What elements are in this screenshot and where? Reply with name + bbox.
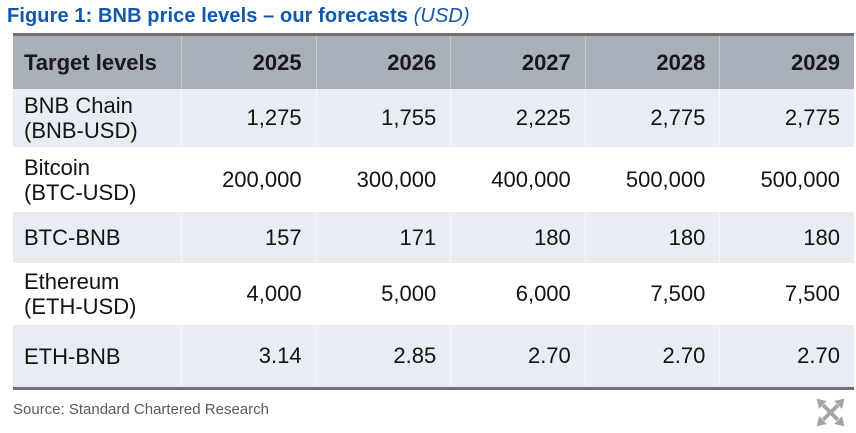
header-cell-2028: 2028	[584, 36, 720, 89]
cell-value: 500,000	[584, 147, 720, 212]
table-row-bnb-chain: BNB Chain (BNB-USD) 1,275 1,755 2,225 2,…	[13, 89, 854, 147]
expand-button[interactable]	[815, 398, 846, 427]
cell-value: 3.14	[181, 325, 316, 387]
source-note: Source: Standard Chartered Research	[13, 401, 269, 418]
cell-value: 400,000	[450, 147, 585, 212]
cell-value: 157	[181, 212, 316, 263]
forecast-table: Target levels 2025 2026 2027 2028 2029 B…	[13, 33, 854, 390]
expand-arrows-icon	[815, 398, 846, 427]
cell-value: 500,000	[719, 147, 854, 212]
cell-value: 2.70	[450, 325, 585, 387]
cell-value: 2,775	[719, 89, 854, 147]
cell-value: 7,500	[719, 263, 854, 325]
cell-value: 180	[719, 212, 854, 263]
cell-value: 2.70	[584, 325, 720, 387]
cell-value: 2,775	[584, 89, 720, 147]
header-cell-2025: 2025	[181, 36, 316, 89]
row-label: BNB Chain (BNB-USD)	[24, 93, 138, 143]
cell-value: 180	[584, 212, 720, 263]
cell-value: 2,225	[450, 89, 585, 147]
header-cell-2029: 2029	[719, 36, 854, 89]
cell-value: 7,500	[584, 263, 720, 325]
table-row-btc-bnb: BTC-BNB 157 171 180 180 180	[13, 212, 854, 263]
cell-value: 5,000	[315, 263, 451, 325]
cell-value: 2.70	[719, 325, 854, 387]
figure-title: Figure 1: BNB price levels – our forecas…	[7, 5, 470, 28]
figure-title-text: Figure 1: BNB price levels – our forecas…	[7, 5, 414, 27]
cell-value: 6,000	[450, 263, 585, 325]
cell-value: 1,275	[181, 89, 316, 147]
row-label: BTC-BNB	[24, 225, 121, 250]
row-label: ETH-BNB	[24, 343, 121, 369]
cell-value: 200,000	[181, 147, 316, 212]
figure-title-unit: (USD)	[413, 5, 470, 27]
table-row-eth-bnb: ETH-BNB 3.14 2.85 2.70 2.70 2.70	[13, 325, 854, 387]
header-cell-2026: 2026	[315, 36, 451, 89]
row-label: Ethereum (ETH-USD)	[24, 269, 137, 319]
cell-value: 171	[315, 212, 451, 263]
cell-value: 180	[450, 212, 585, 263]
table-header-row: Target levels 2025 2026 2027 2028 2029	[13, 36, 854, 89]
header-cell-2027: 2027	[450, 36, 585, 89]
cell-value: 2.85	[315, 325, 451, 387]
cell-value: 300,000	[315, 147, 451, 212]
header-cell-target-levels: Target levels	[24, 50, 157, 75]
table-row-ethereum: Ethereum (ETH-USD) 4,000 5,000 6,000 7,5…	[13, 263, 854, 325]
cell-value: 4,000	[181, 263, 316, 325]
table-row-bitcoin: Bitcoin (BTC-USD) 200,000 300,000 400,00…	[13, 147, 854, 212]
row-label: Bitcoin (BTC-USD)	[24, 154, 137, 205]
cell-value: 1,755	[315, 89, 451, 147]
